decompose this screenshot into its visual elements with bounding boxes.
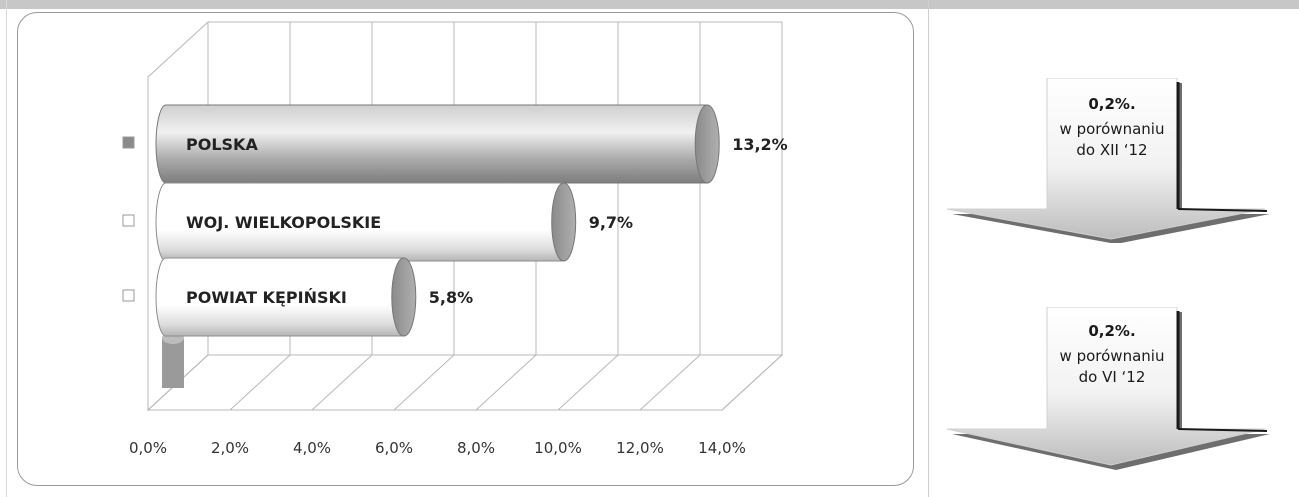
- floor-gridline: [311, 354, 373, 411]
- x-tick-label: 6,0%: [375, 439, 413, 457]
- floor-gridline: [557, 354, 619, 411]
- legend-marker: [122, 214, 135, 227]
- change-caption-line2: do VI ‘12: [1078, 368, 1146, 386]
- data-label: 13,2%: [732, 135, 788, 154]
- arrow-label: 0,2%. w porównaniu do VI ‘12: [1047, 321, 1177, 388]
- category-label: WOJ. WIELKOPOLSKIE: [186, 213, 381, 232]
- change-caption-line1: w porównaniu: [1059, 120, 1165, 138]
- floor-stub: [162, 338, 184, 388]
- bar-cap: [551, 182, 577, 262]
- arrow-label: 0,2%. w porównaniu do XII ‘12: [1047, 94, 1177, 161]
- bar-cap: [391, 257, 417, 337]
- left-border: [6, 0, 7, 497]
- category-label: POLSKA: [186, 135, 258, 154]
- change-arrow-vi: 0,2%. w porównaniu do VI ‘12: [945, 307, 1270, 472]
- change-caption-line2: do XII ‘12: [1076, 141, 1148, 159]
- change-value: 0,2%.: [1088, 322, 1136, 340]
- bar-chart: POLSKA 13,2% WOJ. WIELKOPOLSKIE 9,7% POWIAT …: [122, 20, 788, 457]
- floor-gridline: [639, 354, 701, 411]
- column-divider: [928, 0, 929, 497]
- bar-cap: [694, 104, 720, 184]
- floor-gridline: [721, 354, 783, 411]
- x-tick-label: 4,0%: [293, 439, 331, 457]
- category-label: POWIAT KĘPIŃSKI: [186, 288, 347, 307]
- x-tick-label: 12,0%: [616, 439, 664, 457]
- change-value: 0,2%.: [1088, 95, 1136, 113]
- change-arrow-xii: 0,2%. w porównaniu do XII ‘12: [945, 78, 1270, 243]
- down-arrow-icon: [946, 307, 1270, 470]
- floor-gridline: [393, 354, 455, 411]
- x-tick-label: 8,0%: [457, 439, 495, 457]
- top-bar: [0, 0, 1299, 9]
- legend-marker: [122, 136, 135, 149]
- x-tick-label: 2,0%: [211, 439, 249, 457]
- bar: [155, 257, 405, 337]
- x-tick-label: 14,0%: [698, 439, 746, 457]
- down-arrow-icon: [946, 78, 1270, 243]
- data-label: 9,7%: [589, 213, 633, 232]
- floor-gridline: [229, 354, 291, 411]
- x-tick-label: 0,0%: [129, 439, 167, 457]
- chart-floor: [146, 354, 784, 411]
- x-tick-label: 10,0%: [534, 439, 582, 457]
- legend-marker: [122, 289, 135, 302]
- change-caption-line1: w porównaniu: [1059, 347, 1165, 365]
- floor-gridline: [475, 354, 537, 411]
- data-label: 5,8%: [429, 288, 473, 307]
